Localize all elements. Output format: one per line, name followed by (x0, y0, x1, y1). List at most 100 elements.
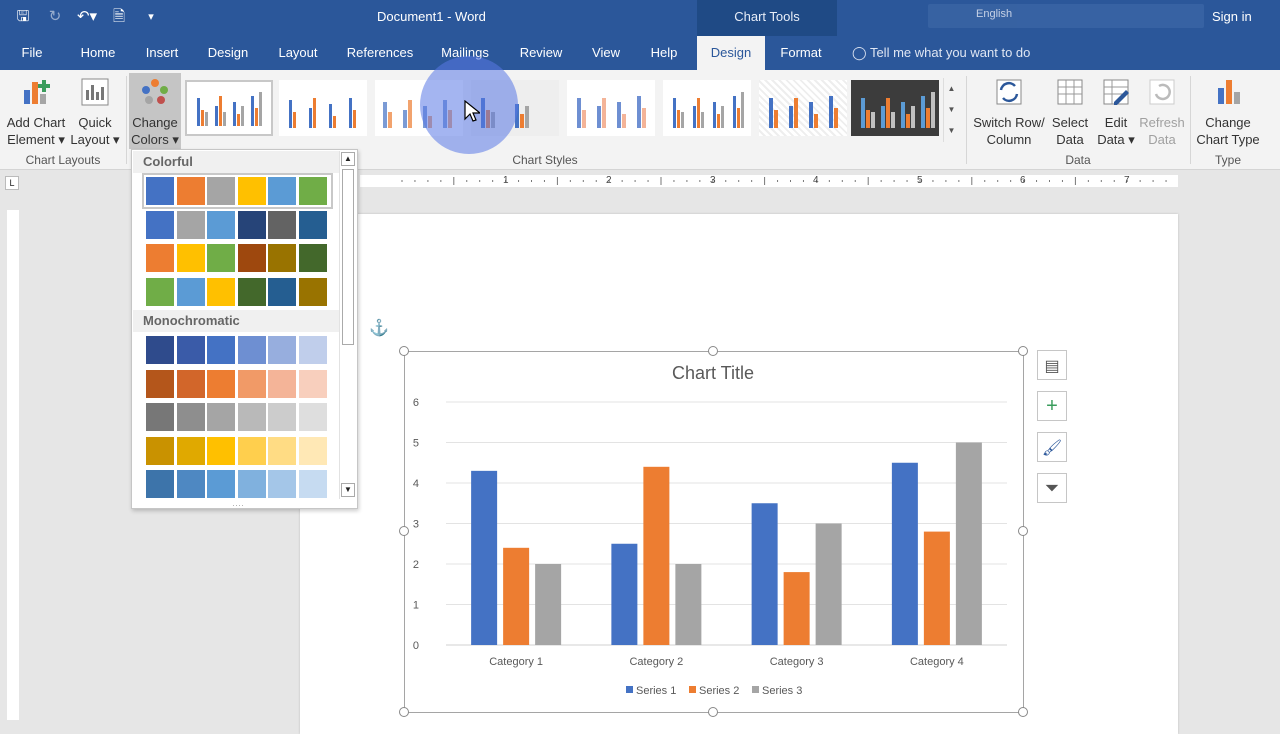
y-tick-label: 3 (413, 519, 419, 531)
monochromatic-palette-1[interactable] (146, 336, 329, 364)
select-data-button[interactable]: Select Data (1050, 76, 1090, 148)
legend-label[interactable]: Series 3 (762, 685, 802, 697)
colorful-palette-4[interactable] (146, 277, 329, 306)
legend-label[interactable]: Series 2 (699, 685, 739, 697)
new-document-icon[interactable]: 🗎 (112, 8, 126, 25)
tab-chart-format[interactable]: Format (771, 36, 831, 70)
tab-design[interactable]: Design (207, 45, 249, 60)
monochromatic-palette-3[interactable] (146, 403, 329, 431)
chart-styles-button[interactable]: 🖌 (1037, 432, 1067, 462)
chart-elements-button[interactable]: + (1037, 391, 1067, 421)
chart-style-5[interactable] (567, 80, 655, 136)
bar-series-1[interactable] (471, 470, 498, 645)
resize-handle-left[interactable] (399, 526, 409, 536)
refresh-data-button[interactable]: Refresh Data (1138, 76, 1186, 148)
bar-series-3[interactable] (815, 523, 842, 646)
layout-options-button[interactable]: ▤ (1037, 350, 1067, 380)
vertical-ruler[interactable] (7, 210, 19, 720)
colorful-palette-2[interactable] (146, 210, 329, 239)
quick-layout-button[interactable]: Quick Layout ▾ (70, 76, 120, 148)
resize-handle-right[interactable] (1018, 526, 1028, 536)
color-swatch (237, 369, 266, 398)
color-swatch (176, 210, 205, 239)
bar-series-1[interactable] (751, 503, 778, 645)
bar-series-3[interactable] (955, 442, 982, 646)
gallery-more-icon[interactable]: ▼ (947, 126, 956, 135)
tab-insert[interactable]: Insert (145, 45, 179, 60)
colorful-palette-3[interactable] (146, 244, 329, 272)
change-colors-label-1: Change (132, 115, 178, 130)
monochromatic-palette-4[interactable] (146, 436, 329, 465)
chart-style-1[interactable] (185, 80, 273, 136)
monochromatic-palette-2[interactable] (146, 369, 329, 398)
color-swatch (298, 436, 327, 465)
scroll-thumb[interactable] (342, 169, 354, 345)
change-colors-button[interactable]: Change Colors ▾ (129, 76, 181, 148)
sign-in-link[interactable]: Sign in (1212, 9, 1252, 24)
resize-handle-top-right[interactable] (1018, 346, 1028, 356)
tab-view[interactable]: View (592, 45, 620, 60)
ruler-number: 1 (503, 175, 509, 186)
tab-file[interactable]: File (21, 45, 43, 60)
gallery-scroll-up-icon[interactable]: ▲ (947, 84, 956, 93)
select-data-label-1: Select (1051, 115, 1089, 130)
scroll-down-icon[interactable]: ▼ (341, 483, 355, 497)
bar-series-2[interactable] (643, 466, 670, 645)
bar-series-3[interactable] (675, 564, 702, 645)
bar-series-3[interactable] (535, 564, 562, 645)
tab-review[interactable]: Review (519, 45, 563, 60)
tell-me-search[interactable]: ◯ Tell me what you want to do (852, 36, 1030, 70)
legend-swatch (626, 686, 633, 693)
resize-grip-icon[interactable]: ···· (232, 500, 244, 510)
tab-selector[interactable]: L (5, 176, 19, 190)
bar-series-2[interactable] (783, 572, 810, 645)
color-swatch (207, 470, 235, 498)
legend-label[interactable]: Series 1 (636, 685, 676, 697)
tab-references[interactable]: References (346, 45, 414, 60)
resize-handle-bottom-left[interactable] (399, 707, 409, 717)
bar-series-2[interactable] (923, 531, 950, 645)
change-chart-type-button[interactable]: Change Chart Type (1194, 76, 1262, 148)
change-chart-type-label-1: Change (1205, 115, 1251, 130)
save-icon[interactable]: 🖫 (16, 8, 30, 25)
resize-handle-top[interactable] (708, 346, 718, 356)
dropdown-scrollbar[interactable]: ▲ ▼ (339, 151, 356, 499)
anchor-icon[interactable]: ⚓ (369, 320, 389, 337)
edit-data-button[interactable]: Edit Data ▾ (1094, 76, 1138, 148)
quick-access-toolbar: 🖫 ↻ ↶▾ 🗎 ▾ (12, 6, 162, 28)
chart-style-7[interactable] (759, 80, 847, 136)
color-swatch (298, 177, 327, 205)
scroll-up-icon[interactable]: ▲ (341, 152, 355, 166)
tab-layout[interactable]: Layout (278, 45, 318, 60)
tab-home[interactable]: Home (80, 45, 116, 60)
redo-icon[interactable]: ↻ (48, 8, 62, 25)
group-separator (126, 76, 127, 164)
chart-style-6[interactable] (663, 80, 751, 136)
chart-style-2[interactable] (279, 80, 367, 136)
resize-handle-bottom-right[interactable] (1018, 707, 1028, 717)
chart-frame[interactable] (404, 351, 1024, 713)
chart-style-8[interactable] (851, 80, 939, 136)
refresh-data-label-1: Refresh (1139, 115, 1185, 130)
switch-row-column-label-1: Switch Row/ (973, 115, 1045, 130)
colorful-palette-1[interactable] (142, 173, 333, 209)
color-swatch (176, 277, 205, 306)
resize-handle-bottom[interactable] (708, 707, 718, 717)
chart-filters-button[interactable]: ⏷ (1037, 473, 1067, 503)
customize-toolbar-icon[interactable]: ▾ (148, 11, 154, 23)
monochromatic-palette-5[interactable] (146, 470, 329, 498)
resize-handle-top-left[interactable] (399, 346, 409, 356)
bar-series-1[interactable] (891, 462, 918, 645)
tab-chart-design[interactable]: Design (697, 36, 765, 70)
tab-help[interactable]: Help (650, 45, 678, 60)
gallery-scroll-down-icon[interactable]: ▼ (947, 105, 956, 114)
bar-series-1[interactable] (611, 543, 638, 645)
horizontal-ruler[interactable]: 1 2 3 4 5 6 7 (360, 175, 1178, 187)
chart-style-8-preview (861, 92, 935, 128)
chart-title[interactable]: Chart Title (672, 363, 754, 383)
chart-plot[interactable]: Chart Title 0 1 2 3 4 5 6 Category 1 Category 2… (404, 351, 1024, 713)
bar-series-2[interactable] (503, 547, 530, 645)
undo-icon[interactable]: ↶▾ (76, 8, 98, 25)
add-chart-element-button[interactable]: Add Chart Element ▾ (4, 76, 68, 148)
switch-row-column-button[interactable]: Switch Row/ Column (972, 76, 1046, 148)
